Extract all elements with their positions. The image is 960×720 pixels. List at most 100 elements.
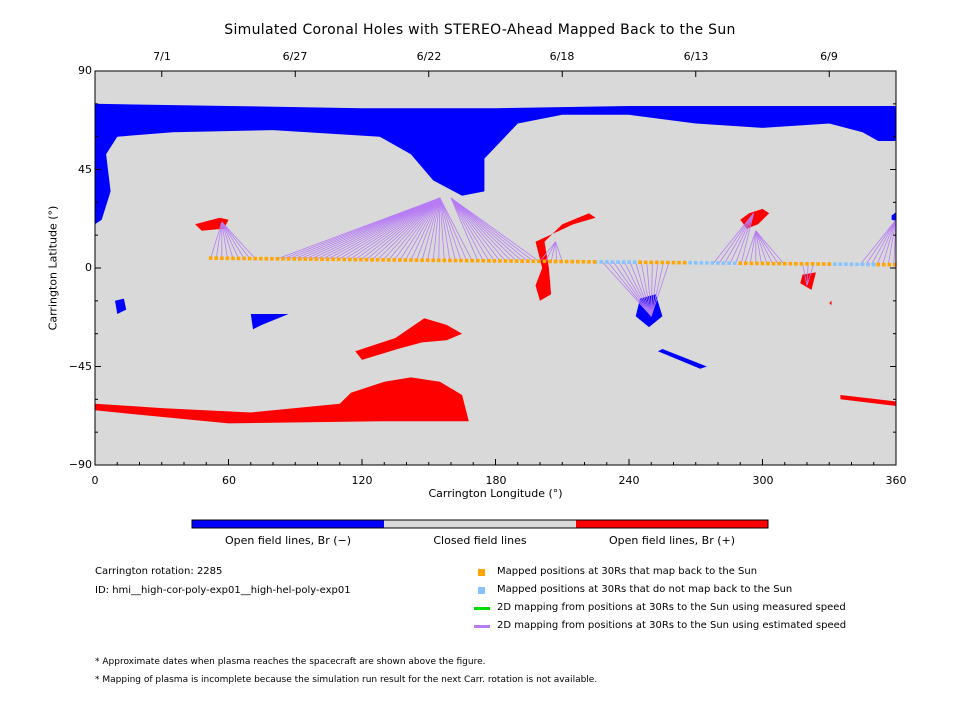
- unmapped-position-dot: [688, 260, 692, 265]
- unmapped-position-dot: [699, 261, 704, 265]
- mapping-line-estimated: [450, 197, 540, 262]
- mapping-line-estimated: [802, 263, 808, 286]
- x-tick-label: 180: [485, 474, 507, 487]
- mapped-position-dot: [887, 262, 892, 267]
- mapped-position-dot: [347, 257, 352, 262]
- mapped-position-dot: [292, 257, 296, 261]
- mapped-position-dot: [270, 256, 274, 261]
- mapped-position-dot: [738, 261, 743, 266]
- mapped-position-dot: [320, 257, 324, 262]
- mapped-position-dot: [375, 257, 380, 262]
- mapped-position-dot: [253, 256, 257, 261]
- mapping-line-estimated: [602, 261, 652, 317]
- legend-line-measured: [474, 607, 490, 610]
- unmapped-position-dot: [833, 262, 837, 266]
- mapping-line-estimated: [221, 221, 234, 259]
- mapped-position-dot: [448, 258, 452, 263]
- mapping-line-estimated: [545, 241, 556, 262]
- y-tick-label: 45: [78, 163, 92, 176]
- mapping-line-estimated: [713, 213, 754, 264]
- mapping-line-estimated: [876, 219, 896, 265]
- mapped-position-dot: [744, 261, 748, 266]
- legend-line-estimated: [474, 625, 490, 628]
- x-tick-label: 300: [752, 474, 774, 487]
- colorbar-label-negative: Open field lines, Br (−): [224, 534, 352, 547]
- legend-text-estimated: 2D mapping from positions at 30Rs to the…: [497, 620, 847, 631]
- mapping-line-estimated: [613, 261, 652, 317]
- colorbar-segment: [384, 520, 576, 528]
- mapping-line-estimated: [450, 197, 484, 261]
- negative-coronal-hole: [250, 314, 289, 330]
- mapped-position-dot: [782, 261, 787, 266]
- mapped-position-dot: [671, 260, 676, 265]
- mapped-position-dot: [805, 262, 809, 266]
- mapped-position-dot: [314, 257, 319, 261]
- mapped-position-dot: [425, 258, 430, 263]
- mapped-position-dot: [660, 260, 665, 265]
- mapping-line-estimated: [360, 197, 441, 260]
- mapping-line-estimated: [755, 230, 773, 264]
- mapped-position-dot: [409, 258, 413, 262]
- mapping-line-estimated: [438, 197, 441, 261]
- mapping-line-estimated: [450, 197, 495, 262]
- mapped-position-dot: [442, 258, 447, 263]
- mapping-line-estimated: [618, 261, 652, 317]
- mapping-line-estimated: [450, 197, 523, 262]
- colorbar-segment: [192, 520, 384, 528]
- colorbar-frame: [191, 519, 769, 529]
- top-date-label: 6/27: [282, 50, 308, 63]
- mapping-line-estimated: [377, 197, 441, 261]
- y-axis-label: Carrington Latitude (°): [46, 205, 60, 331]
- mapping-line-estimated: [860, 219, 896, 265]
- mapped-position-dot: [876, 262, 880, 267]
- mapping-line-estimated: [221, 221, 239, 259]
- legend-text-measured: 2D mapping from positions at 30Rs to the…: [497, 602, 846, 613]
- mapping-line-estimated: [349, 197, 441, 260]
- x-tick-label: 60: [222, 474, 236, 487]
- mapped-position-dot: [258, 256, 263, 261]
- positive-coronal-hole: [840, 395, 896, 406]
- mapping-line-estimated: [221, 221, 250, 259]
- y-tick-label: −45: [68, 360, 92, 373]
- mapped-position-dot: [514, 259, 519, 263]
- mapped-position-dot: [666, 260, 670, 265]
- mapped-position-dot: [214, 256, 219, 261]
- mapping-line-estimated: [550, 241, 556, 262]
- mapped-position-dot: [893, 262, 897, 267]
- mapped-position-dot: [766, 261, 770, 266]
- positive-coronal-hole: [829, 300, 832, 306]
- unmapped-position-dot: [705, 261, 709, 265]
- mapped-position-dot: [749, 261, 754, 266]
- chart-title: Simulated Coronal Holes with STEREO-Ahea…: [224, 22, 736, 38]
- mapped-position-dot: [548, 259, 552, 264]
- mapped-position-dot: [564, 259, 569, 264]
- mapped-position-dot: [638, 260, 642, 265]
- mapping-line-estimated: [749, 230, 757, 264]
- unmapped-position-dot: [871, 262, 876, 267]
- unmapped-position-dot: [838, 262, 843, 266]
- mapping-line-estimated: [555, 241, 558, 262]
- mapping-line-estimated: [210, 221, 223, 259]
- unmapped-position-dot: [866, 262, 870, 267]
- mapping-line-estimated: [740, 213, 754, 264]
- mapping-line-estimated: [735, 213, 754, 264]
- mapped-position-dot: [581, 259, 586, 264]
- mapping-line-estimated: [215, 221, 223, 259]
- mapping-line-estimated: [366, 197, 441, 260]
- mapping-line-estimated: [650, 262, 664, 317]
- mapped-position-dot: [755, 261, 759, 266]
- mapping-line-estimated: [316, 197, 441, 260]
- legend-text-unmapped: Mapped positions at 30Rs that do not map…: [497, 584, 793, 595]
- positive-coronal-hole: [535, 213, 596, 301]
- mapping-line-estimated: [650, 262, 653, 317]
- footnote: * Approximate dates when plasma reaches …: [95, 657, 486, 667]
- x-tick-label: 360: [885, 474, 907, 487]
- mapped-position-dot: [309, 257, 313, 261]
- footnote: * Mapping of plasma is incomplete becaus…: [95, 675, 598, 685]
- unmapped-position-dot: [727, 261, 731, 265]
- x-tick-label: 0: [91, 474, 99, 487]
- mapped-position-dot: [570, 259, 575, 264]
- mapping-line-estimated: [755, 230, 768, 264]
- unmapped-position-dot: [616, 260, 620, 264]
- colorbar-label-positive: Open field lines, Br (+): [608, 534, 736, 547]
